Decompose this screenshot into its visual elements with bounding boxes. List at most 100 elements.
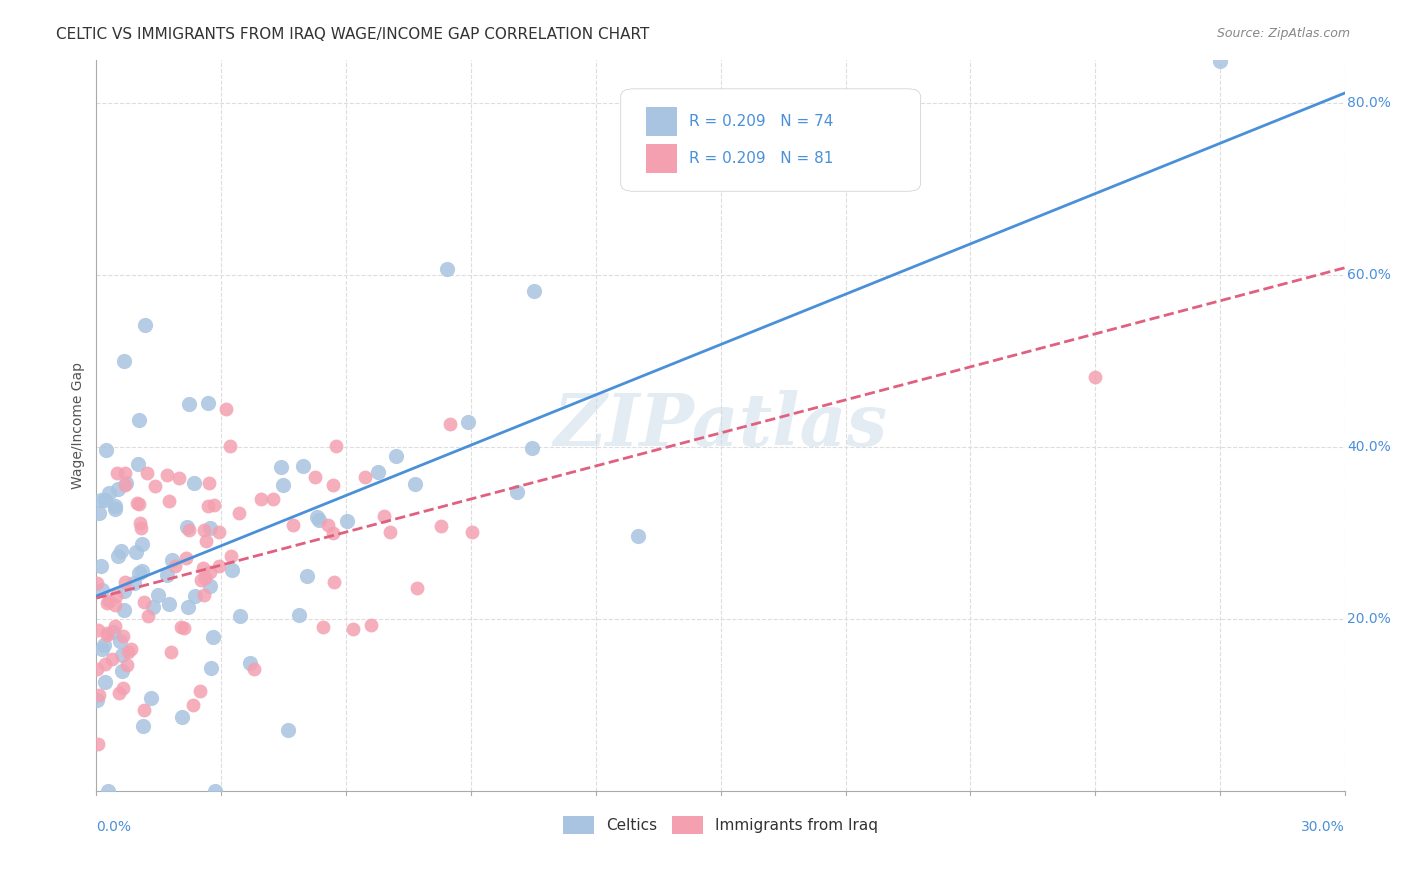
Point	[404, 477, 426, 491]
Point	[134, 318, 156, 332]
Point	[96, 628, 118, 642]
Point	[87, 688, 110, 702]
Point	[378, 524, 401, 539]
Point	[132, 719, 155, 733]
Point	[271, 478, 294, 492]
Point	[198, 521, 221, 535]
Point	[96, 596, 118, 610]
Point	[522, 441, 544, 455]
Point	[367, 466, 389, 480]
Text: 80.0%: 80.0%	[1347, 95, 1392, 110]
Point	[128, 566, 150, 580]
Y-axis label: Wage/Income Gap: Wage/Income Gap	[72, 362, 86, 489]
Point	[208, 559, 231, 574]
Point	[325, 439, 347, 453]
Point	[86, 575, 108, 590]
Point	[114, 466, 136, 480]
Point	[117, 645, 139, 659]
Point	[107, 483, 129, 497]
Point	[129, 521, 152, 535]
Point	[202, 498, 225, 512]
Point	[160, 644, 183, 658]
Point	[162, 552, 184, 566]
Point	[104, 502, 127, 516]
Point	[87, 737, 110, 751]
Point	[136, 466, 159, 480]
Point	[262, 491, 284, 506]
Point	[436, 262, 458, 277]
Point	[100, 652, 122, 666]
Point	[197, 475, 219, 490]
Point	[169, 620, 191, 634]
Point	[146, 588, 169, 602]
Point	[115, 476, 138, 491]
Point	[93, 638, 115, 652]
Text: R = 0.209   N = 81: R = 0.209 N = 81	[689, 151, 834, 166]
Bar	[645, 144, 676, 173]
FancyBboxPatch shape	[621, 89, 921, 191]
Point	[128, 516, 150, 531]
Point	[183, 698, 205, 712]
Point	[354, 470, 377, 484]
Point	[142, 600, 165, 615]
Point	[134, 595, 156, 609]
Point	[239, 656, 262, 670]
Text: R = 0.209   N = 74: R = 0.209 N = 74	[689, 114, 834, 129]
Point	[114, 575, 136, 590]
Point	[97, 784, 120, 798]
Text: 30.0%: 30.0%	[1301, 820, 1346, 834]
Point	[183, 476, 205, 491]
Point	[204, 784, 226, 798]
Point	[156, 468, 179, 483]
Bar	[645, 107, 676, 136]
Point	[128, 413, 150, 427]
Point	[94, 442, 117, 457]
Point	[101, 625, 124, 640]
Point	[506, 484, 529, 499]
Point	[221, 564, 243, 578]
Point	[111, 665, 134, 679]
Point	[243, 662, 266, 676]
Point	[120, 641, 142, 656]
Point	[342, 623, 364, 637]
Point	[128, 498, 150, 512]
Point	[197, 499, 219, 513]
Point	[176, 520, 198, 534]
Point	[104, 618, 127, 632]
Point	[439, 417, 461, 431]
Text: ZIPatlas: ZIPatlas	[554, 390, 887, 461]
Point	[125, 545, 148, 559]
Point	[104, 499, 127, 513]
Point	[107, 549, 129, 563]
Point	[108, 686, 131, 700]
Point	[94, 493, 117, 508]
Point	[143, 479, 166, 493]
Point	[385, 450, 408, 464]
Point	[457, 415, 479, 429]
Point	[179, 523, 201, 537]
Point	[291, 459, 314, 474]
Point	[523, 284, 546, 298]
Point	[228, 506, 250, 520]
Point	[405, 581, 427, 595]
Point	[112, 603, 135, 617]
Point	[108, 634, 131, 648]
Point	[97, 593, 120, 607]
Text: Source: ZipAtlas.com: Source: ZipAtlas.com	[1216, 27, 1350, 40]
Text: 60.0%: 60.0%	[1347, 268, 1392, 282]
Point	[430, 519, 453, 533]
Point	[195, 533, 218, 548]
Point	[132, 703, 155, 717]
Point	[174, 551, 197, 566]
Point	[90, 558, 112, 573]
Point	[198, 565, 221, 579]
Point	[197, 395, 219, 409]
Legend: Celtics, Immigrants from Iraq: Celtics, Immigrants from Iraq	[564, 816, 879, 835]
Text: 0.0%: 0.0%	[97, 820, 131, 834]
Point	[177, 599, 200, 614]
Point	[131, 564, 153, 578]
Point	[127, 496, 149, 510]
Point	[194, 571, 217, 585]
Point	[91, 642, 114, 657]
Point	[105, 467, 128, 481]
